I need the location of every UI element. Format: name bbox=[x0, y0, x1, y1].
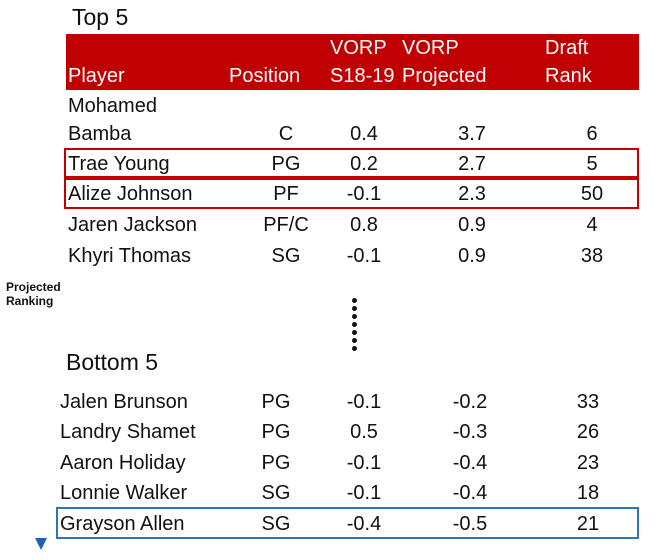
top-row-2-position: PF bbox=[273, 183, 299, 205]
ellipsis-dot bbox=[352, 346, 357, 351]
ellipsis-dot bbox=[352, 330, 357, 335]
top-row-3-vorp-s1819: 0.8 bbox=[350, 214, 378, 236]
header-vorp1-line2: S18-19 bbox=[330, 65, 395, 87]
header-draft-line2: Rank bbox=[545, 65, 592, 87]
header-vorp1-line1: VORP bbox=[330, 37, 387, 59]
top-title: Top 5 bbox=[72, 4, 129, 30]
bottom-row-0-position: PG bbox=[261, 391, 291, 413]
bottom-row-1-position: PG bbox=[261, 421, 291, 443]
bottom-row-0-vorp-s1819: -0.1 bbox=[346, 391, 382, 413]
header-draft-line1: Draft bbox=[545, 37, 589, 59]
top-row-1-player: Trae Young bbox=[68, 153, 170, 175]
top-row-4-vorp-projected: 0.9 bbox=[458, 245, 486, 267]
highlight-box-grayson-allen bbox=[56, 507, 639, 539]
highlight-box-trae-young bbox=[64, 148, 639, 178]
bottom-row-2-player: Aaron Holiday bbox=[60, 452, 186, 474]
bottom-row-2-vorp-s1819: -0.1 bbox=[346, 452, 382, 474]
bottom-row-3-vorp-s1819: -0.1 bbox=[346, 482, 382, 504]
highlight-box-alize-johnson bbox=[64, 178, 639, 209]
top-row-1-vorp-s1819: 0.2 bbox=[350, 153, 378, 175]
bottom-row-2-draft-rank: 23 bbox=[576, 452, 600, 474]
arrow-label: Projected Ranking bbox=[6, 280, 61, 308]
top-row-0-vorp-projected: 3.7 bbox=[458, 123, 486, 145]
top-row-3-player: Jaren Jackson bbox=[68, 214, 197, 236]
bottom-row-4-position: SG bbox=[261, 513, 291, 535]
bottom-row-2-vorp-projected: -0.4 bbox=[452, 452, 488, 474]
bottom-row-1-vorp-projected: -0.3 bbox=[452, 421, 488, 443]
top-row-0-player: Bamba bbox=[68, 123, 132, 145]
bottom-row-3-draft-rank: 18 bbox=[576, 482, 600, 504]
top-row-1-vorp-projected: 2.7 bbox=[458, 153, 486, 175]
bottom-row-4-draft-rank: 21 bbox=[576, 513, 600, 535]
bottom-row-1-player: Landry Shamet bbox=[60, 421, 196, 443]
arrow-label-line2: Ranking bbox=[6, 294, 54, 308]
header-vorp2-line2: Projected bbox=[402, 65, 487, 87]
bottom-row-4-vorp-projected: -0.5 bbox=[452, 513, 488, 535]
bottom-row-3-position: SG bbox=[261, 482, 291, 504]
top-row-1-position: PG bbox=[271, 153, 301, 175]
header-position: Position bbox=[229, 65, 301, 87]
ellipsis-dot bbox=[352, 306, 357, 311]
top-row-1-draft-rank: 5 bbox=[586, 153, 598, 175]
top-row-4-player: Khyri Thomas bbox=[68, 245, 192, 267]
projected-ranking-arrow bbox=[35, 44, 47, 550]
bottom-row-2-position: PG bbox=[261, 452, 291, 474]
bottom-row-0-player: Jalen Brunson bbox=[60, 391, 188, 413]
top-row-3-draft-rank: 4 bbox=[586, 214, 598, 236]
top-row-0-vorp-s1819: 0.4 bbox=[350, 123, 378, 145]
top-row-4-vorp-s1819: -0.1 bbox=[346, 245, 382, 267]
top-row-0-player-line1: Mohamed bbox=[68, 95, 157, 117]
ellipsis-dot bbox=[352, 322, 357, 327]
top-row-0-position: C bbox=[278, 123, 294, 145]
top-row-4-draft-rank: 38 bbox=[580, 245, 604, 267]
top-row-2-player: Alize Johnson bbox=[68, 183, 193, 205]
header-vorp2-line1: VORP bbox=[402, 37, 459, 59]
bottom-row-0-draft-rank: 33 bbox=[576, 391, 600, 413]
bottom-row-4-vorp-s1819: -0.4 bbox=[346, 513, 382, 535]
top-row-3-vorp-projected: 0.9 bbox=[458, 214, 486, 236]
top-row-0-draft-rank: 6 bbox=[586, 123, 598, 145]
bottom-row-3-vorp-projected: -0.4 bbox=[452, 482, 488, 504]
ellipsis-dot bbox=[352, 338, 357, 343]
ellipsis-dot bbox=[352, 314, 357, 319]
bottom-row-3-player: Lonnie Walker bbox=[60, 482, 188, 504]
bottom-row-4-player: Grayson Allen bbox=[60, 513, 185, 535]
bottom-row-0-vorp-projected: -0.2 bbox=[452, 391, 488, 413]
top-row-2-vorp-s1819: -0.1 bbox=[346, 183, 382, 205]
arrow-label-line1: Projected bbox=[6, 280, 61, 294]
top-row-2-vorp-projected: 2.3 bbox=[458, 183, 486, 205]
ellipsis-dot bbox=[352, 298, 357, 303]
top-row-2-draft-rank: 50 bbox=[580, 183, 604, 205]
bottom-row-1-draft-rank: 26 bbox=[576, 421, 600, 443]
bottom-row-1-vorp-s1819: 0.5 bbox=[350, 421, 378, 443]
header-player: Player bbox=[68, 65, 125, 87]
top-row-4-position: SG bbox=[271, 245, 301, 267]
bottom-title: Bottom 5 bbox=[66, 349, 159, 375]
top-row-3-position: PF/C bbox=[263, 214, 309, 236]
table-header bbox=[66, 34, 639, 90]
